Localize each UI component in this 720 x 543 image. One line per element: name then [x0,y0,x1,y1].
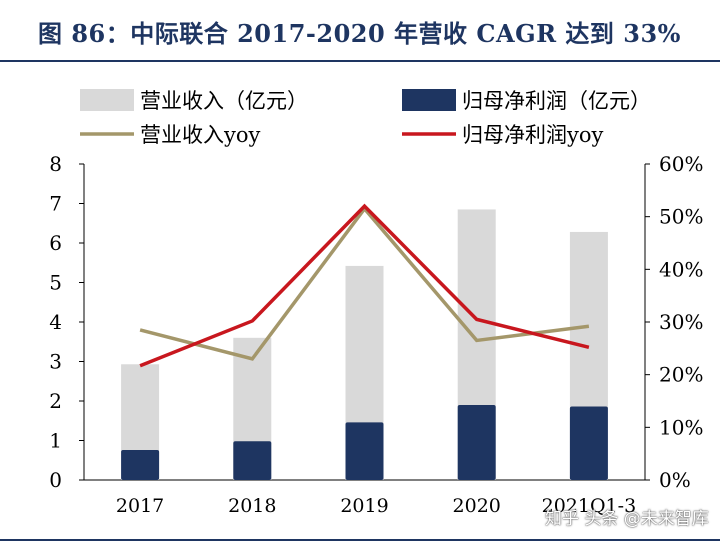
y-left-tick-label: 8 [49,152,62,176]
y-left-tick-label: 7 [49,192,62,216]
chart-title: 图 86：中际联合 2017-2020 年营收 CAGR 达到 33% [38,19,681,48]
y-right-tick-label: 20% [659,363,703,387]
legend-net-profit-label: 归母净利润（亿元） [462,89,651,113]
y-left-tick-label: 4 [49,310,62,334]
net-profit-bar [121,449,160,480]
revenue-yoy-line [139,205,590,361]
y-right-tick-label: 30% [659,310,703,334]
y-left-tick-label: 5 [49,271,62,295]
x-tick-label: 2019 [340,495,388,517]
y-left-tick-label: 0 [49,468,62,492]
y-left-tick-label: 6 [49,231,62,255]
legend-net-profit-yoy-label: 归母净利润yoy [462,123,604,147]
legend-revenue-swatch [80,89,134,111]
legend-revenue-label: 营业收入（亿元） [140,89,308,113]
bottom-divider [0,539,720,541]
net-profit-yoy-line [139,203,590,368]
y-left-tick-label: 1 [49,429,62,453]
net-profit-bar [345,422,384,480]
net-profit-bar [457,404,496,480]
x-tick-label: 2020 [453,495,501,517]
y-left-tick-label: 2 [49,389,62,413]
x-tick-label: 2018 [228,495,276,517]
watermark: 知乎 头条 @未来智库 [545,509,709,529]
y-left-tick-label: 3 [49,350,62,374]
title-divider [0,60,720,62]
x-tick-label: 2017 [116,495,164,517]
net-profit-bar [233,441,272,480]
net-profit-bar [569,406,608,480]
x-tick-label: 2021Q1-3 [542,495,637,517]
y-right-tick-label: 60% [659,152,703,176]
y-right-tick-label: 40% [659,257,703,281]
legend-net-profit-swatch [402,89,456,111]
legend-revenue-yoy-label: 营业收入yoy [140,123,261,147]
y-right-tick-label: 50% [659,205,703,229]
y-right-tick-label: 10% [659,415,703,439]
y-right-tick-label: 0% [659,468,691,492]
